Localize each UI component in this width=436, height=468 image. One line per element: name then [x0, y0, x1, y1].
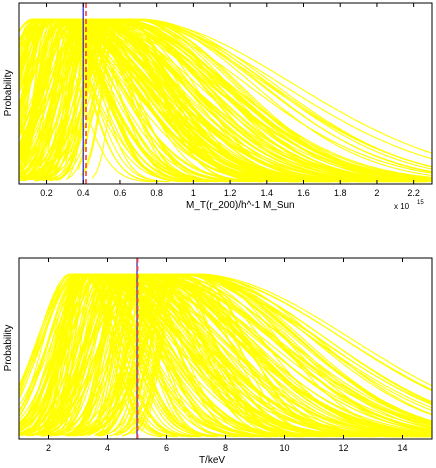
x-tick-label: 6	[164, 443, 169, 453]
top-exponent-base: x 10	[394, 202, 410, 211]
series-line	[49, 273, 433, 437]
top-vlines	[82, 3, 87, 184]
series-line	[18, 18, 182, 183]
series-line	[55, 273, 417, 438]
x-tick-label: 4	[105, 443, 110, 453]
top-panel: 0.2 0.4 0.6 0.8 1 1.2 1.4 1.6 1.8 2 2.2 Probabilit…	[3, 2, 433, 211]
series-line	[18, 18, 346, 183]
series-line	[18, 18, 433, 182]
series-line	[18, 273, 195, 438]
series-line	[31, 273, 433, 436]
bottom-xlabel: T/keV	[199, 455, 225, 466]
series-line	[53, 273, 260, 438]
x-tick-label: 10	[279, 443, 289, 453]
series-line	[74, 273, 433, 436]
series-line	[18, 273, 433, 436]
top-xlabel: M_T(r_200)/h^-1 M_Sun	[186, 200, 295, 211]
series-line	[18, 273, 193, 438]
bottom-ylabel: Probability	[3, 325, 14, 372]
series-line	[18, 18, 231, 183]
series-line	[34, 18, 433, 181]
top-curves	[18, 18, 433, 183]
x-tick-label: 1.2	[224, 188, 237, 198]
top-exponent: x 10 15	[394, 200, 424, 211]
bottom-curves	[18, 273, 433, 438]
x-tick-label: 0.4	[77, 188, 90, 198]
top-xticks: 0.2 0.4 0.6 0.8 1 1.2 1.4 1.6 1.8 2 2.2	[40, 3, 420, 198]
series-line	[32, 273, 262, 438]
series-line	[94, 273, 433, 436]
series-line	[114, 273, 433, 433]
series-line	[29, 273, 218, 438]
series-line	[18, 273, 433, 437]
series-line	[18, 18, 311, 183]
x-tick-label: 0.2	[40, 188, 53, 198]
top-ylabel: Probability	[3, 70, 14, 117]
bottom-vlines	[136, 258, 139, 439]
x-tick-label: 14	[397, 443, 407, 453]
x-tick-label: 1.4	[261, 188, 274, 198]
series-line	[18, 273, 214, 437]
x-tick-label: 2	[46, 443, 51, 453]
series-line	[105, 273, 433, 436]
x-tick-label: 2.2	[407, 188, 420, 198]
x-tick-label: 0.8	[150, 188, 163, 198]
top-axes-box	[18, 2, 433, 185]
series-line	[23, 18, 410, 183]
series-line	[69, 273, 433, 437]
series-line	[18, 18, 357, 183]
series-line	[36, 18, 433, 181]
x-tick-label: 1	[191, 188, 196, 198]
series-line	[42, 18, 296, 183]
series-line	[39, 273, 332, 438]
bottom-xticks: 2 4 6 8 10 12 14	[46, 258, 408, 453]
series-line	[54, 273, 433, 437]
series-line	[18, 273, 168, 437]
series-line	[58, 273, 433, 435]
x-tick-label: 1.8	[334, 188, 347, 198]
x-tick-label: 8	[223, 443, 228, 453]
x-tick-label: 0.6	[114, 188, 127, 198]
series-line	[63, 273, 418, 438]
series-line	[18, 18, 433, 181]
x-tick-label: 1.6	[297, 188, 310, 198]
bottom-panel: 2 4 6 8 10 12 14 Probability T/keV	[3, 257, 433, 466]
x-tick-label: 2	[374, 188, 379, 198]
series-line	[54, 273, 181, 437]
series-line	[19, 273, 305, 438]
x-tick-label: 12	[338, 443, 348, 453]
top-exponent-power: 15	[417, 200, 424, 206]
series-line	[18, 273, 350, 438]
